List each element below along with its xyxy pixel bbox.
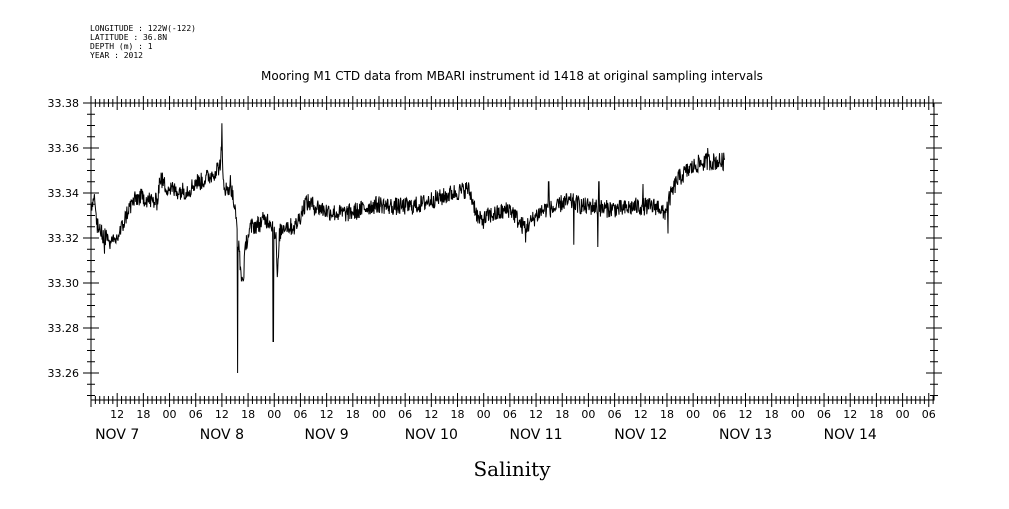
x-hour-label: 00 <box>372 408 386 421</box>
x-hour-label: 00 <box>791 408 805 421</box>
meta-latitude: LATITUDE : 36.8N <box>90 33 167 42</box>
x-hour-label: 12 <box>320 408 334 421</box>
x-hour-label: 18 <box>660 408 674 421</box>
plot-frame <box>90 102 935 401</box>
y-tick-label: 33.32 <box>48 232 80 245</box>
meta-depth: DEPTH (m) : 1 <box>90 42 153 51</box>
x-hour-label: 18 <box>451 408 465 421</box>
x-hour-label: 06 <box>293 408 307 421</box>
x-day-label: NOV 7 <box>95 427 139 443</box>
y-tick-label: 33.36 <box>48 142 80 155</box>
x-hour-label: 06 <box>189 408 203 421</box>
x-day-label: NOV 10 <box>405 427 458 443</box>
meta-year: YEAR : 2012 <box>90 51 143 60</box>
x-day-label: NOV 8 <box>200 427 244 443</box>
x-hour-label: 06 <box>503 408 517 421</box>
x-day-label: NOV 14 <box>824 427 877 443</box>
x-hour-label: 06 <box>712 408 726 421</box>
x-hour-label: 18 <box>136 408 150 421</box>
x-axis-label: Salinity <box>473 457 551 481</box>
y-tick-label: 33.30 <box>48 277 80 290</box>
x-hour-label: 12 <box>634 408 648 421</box>
x-hour-label: 18 <box>555 408 569 421</box>
axis-ticks <box>83 96 942 407</box>
salinity-series-line <box>90 123 726 374</box>
x-hour-label: 00 <box>267 408 281 421</box>
x-hour-label: 06 <box>922 408 936 421</box>
x-hour-label: 18 <box>241 408 255 421</box>
x-hour-label: 00 <box>581 408 595 421</box>
x-hour-label: 18 <box>346 408 360 421</box>
x-hour-label: 06 <box>398 408 412 421</box>
metadata-block: LONGITUDE : 122W(-122) LATITUDE : 36.8N … <box>90 24 196 60</box>
x-hour-label: 12 <box>215 408 229 421</box>
x-hour-label: 18 <box>869 408 883 421</box>
x-hour-label: 00 <box>686 408 700 421</box>
x-hour-label: 12 <box>843 408 857 421</box>
x-hour-label: 18 <box>765 408 779 421</box>
x-hour-label: 00 <box>163 408 177 421</box>
meta-longitude: LONGITUDE : 122W(-122) <box>90 24 196 33</box>
x-day-label: NOV 9 <box>305 427 349 443</box>
x-hour-label: 00 <box>477 408 491 421</box>
x-hour-label: 00 <box>896 408 910 421</box>
chart-title: Mooring M1 CTD data from MBARI instrumen… <box>261 69 763 83</box>
x-hour-label: 12 <box>110 408 124 421</box>
x-day-label: NOV 11 <box>510 427 563 443</box>
x-hour-label: 12 <box>739 408 753 421</box>
y-tick-label: 33.34 <box>48 187 80 200</box>
y-tick-label: 33.28 <box>48 322 80 335</box>
y-tick-label: 33.26 <box>48 367 80 380</box>
x-hour-label: 12 <box>529 408 543 421</box>
x-day-label: NOV 13 <box>719 427 772 443</box>
y-tick-label: 33.38 <box>48 97 80 110</box>
x-hour-label: 06 <box>608 408 622 421</box>
x-day-label: NOV 12 <box>614 427 667 443</box>
axis-labels: 33.38 33.36 33.34 33.32 33.30 33.28 33.26 12 18 0… <box>48 97 936 443</box>
x-hour-label: 12 <box>424 408 438 421</box>
x-hour-label: 06 <box>817 408 831 421</box>
